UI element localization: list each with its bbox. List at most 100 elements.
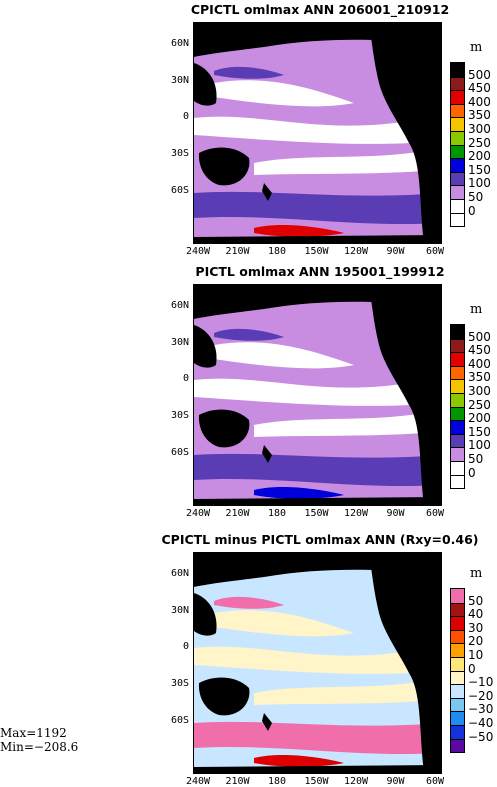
unit-label: m bbox=[470, 566, 483, 581]
colorbar-label: 20 bbox=[468, 634, 484, 649]
colorbar-box bbox=[451, 602, 464, 617]
colorbar-label: −50 bbox=[468, 729, 494, 744]
x-tick-label: 210W bbox=[225, 246, 250, 257]
y-tick-label: 30S bbox=[170, 148, 189, 159]
colorbar-box bbox=[451, 117, 464, 131]
colorbar-box bbox=[451, 76, 464, 91]
kuroshio-band bbox=[214, 596, 284, 609]
australia-land bbox=[198, 147, 250, 186]
y-tick-label: 60N bbox=[170, 300, 189, 311]
x-tick-label: 120W bbox=[343, 246, 369, 257]
colorbar-box bbox=[451, 447, 464, 461]
colorbar-label: 400 bbox=[468, 94, 491, 109]
colorbar-box bbox=[451, 474, 464, 489]
x-tick-label: 180 bbox=[267, 508, 287, 519]
equatorial-band bbox=[194, 116, 441, 144]
colorbar-box bbox=[451, 738, 464, 753]
north-band bbox=[214, 342, 354, 369]
antarctica-land bbox=[194, 497, 441, 505]
newzealand-land bbox=[262, 183, 272, 201]
colorbar-label: 500 bbox=[468, 329, 491, 344]
colorbar-box bbox=[451, 461, 464, 475]
field-svg bbox=[194, 553, 441, 773]
colorbar bbox=[450, 62, 465, 228]
colorbar-label: 450 bbox=[468, 81, 491, 96]
colorbar-label: 500 bbox=[468, 67, 491, 82]
max-stat: Max=1192 bbox=[0, 726, 67, 740]
map-panel-1: CPICTL omlmax ANN 206001_210912 60N 30N 0 30… bbox=[0, 0, 497, 258]
chart-title: PICTL omlmax ANN 195001_199912 bbox=[195, 264, 445, 279]
map-plot bbox=[193, 284, 442, 506]
colorbar-label: 30 bbox=[468, 620, 484, 635]
colorbar-label: 200 bbox=[468, 149, 491, 164]
map-plot bbox=[193, 552, 442, 774]
colorbar-label: −10 bbox=[468, 675, 494, 690]
colorbar-box bbox=[451, 90, 464, 104]
colorbar-label: 100 bbox=[468, 176, 491, 191]
y-tick-label: 30S bbox=[170, 410, 189, 421]
colorbar-box bbox=[451, 199, 464, 213]
map-panel-3: CPICTL minus PICTL omlmax ANN (Rxy=0.46)… bbox=[0, 524, 497, 787]
x-tick-label: 90W bbox=[386, 246, 405, 257]
colorbar-label: 10 bbox=[468, 648, 484, 662]
colorbar-label: 50 bbox=[468, 190, 484, 204]
southern-ocean-band bbox=[194, 721, 441, 755]
x-tick-label: 60W bbox=[425, 508, 445, 519]
y-tick-label: 30N bbox=[170, 604, 189, 616]
x-tick-label: 150W bbox=[304, 246, 329, 257]
colorbar-box bbox=[451, 103, 464, 118]
colorbar-label: 0 bbox=[468, 661, 476, 676]
x-tick-label: 240W bbox=[185, 246, 211, 257]
unit-label: m bbox=[470, 302, 483, 317]
newzealand-land bbox=[262, 445, 272, 463]
colorbar-box bbox=[451, 697, 464, 712]
americas-land bbox=[369, 23, 441, 243]
y-tick-label: 60N bbox=[170, 568, 189, 579]
colorbar-label: 40 bbox=[468, 607, 484, 622]
equatorial-band bbox=[194, 646, 441, 674]
colorbar-label: 450 bbox=[468, 343, 491, 358]
south-band bbox=[254, 413, 424, 437]
colorbar-box bbox=[451, 711, 464, 725]
colorbar-label: 250 bbox=[468, 135, 491, 150]
asia-land bbox=[194, 63, 217, 106]
kuroshio-band bbox=[214, 328, 284, 341]
asia-land bbox=[194, 325, 217, 368]
south-band bbox=[254, 151, 424, 175]
colorbar-label: 100 bbox=[468, 438, 491, 453]
unit-label: m bbox=[470, 40, 483, 55]
x-tick-label: 150W bbox=[304, 508, 329, 519]
x-tick-label: 180 bbox=[267, 246, 287, 257]
colorbar-label: −30 bbox=[468, 702, 494, 717]
southern-ocean-band bbox=[194, 453, 441, 487]
antarctica-land bbox=[194, 235, 441, 243]
x-tick-label: 60W bbox=[425, 246, 445, 257]
chart-title: CPICTL minus PICTL omlmax ANN (Rxy=0.46) bbox=[161, 532, 479, 547]
colorbar-label: 0 bbox=[468, 203, 476, 218]
colorbar-box bbox=[451, 379, 464, 393]
australia-land bbox=[198, 409, 250, 448]
colorbar-box bbox=[451, 63, 464, 77]
colorbar-box bbox=[451, 657, 464, 671]
colorbar-box bbox=[451, 393, 464, 407]
colorbar-label: 0 bbox=[468, 465, 476, 480]
field-svg bbox=[194, 285, 441, 505]
colorbar-label: 400 bbox=[468, 356, 491, 371]
x-tick-label: 90W bbox=[386, 508, 405, 519]
equatorial-band bbox=[194, 378, 441, 406]
colorbar-label: 150 bbox=[468, 424, 491, 439]
colorbar-label: 200 bbox=[468, 411, 491, 426]
south-band bbox=[254, 681, 424, 705]
colorbar-box bbox=[451, 131, 464, 145]
y-tick-label: 30S bbox=[170, 678, 189, 689]
y-tick-label: 0 bbox=[182, 641, 189, 653]
map-plot bbox=[193, 22, 442, 244]
peak-patch bbox=[254, 225, 344, 237]
colorbar bbox=[450, 324, 465, 490]
colorbar-box bbox=[451, 212, 464, 227]
colorbar-box bbox=[451, 643, 464, 657]
colorbar-box bbox=[451, 365, 464, 380]
colorbar-box bbox=[451, 171, 464, 186]
kuroshio-band bbox=[214, 66, 284, 79]
colorbar-label: −20 bbox=[468, 688, 494, 703]
